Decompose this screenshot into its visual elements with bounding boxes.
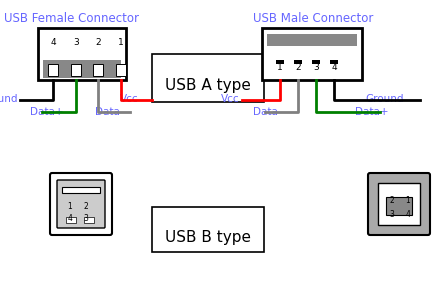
Text: 3: 3: [83, 214, 88, 223]
Text: USB Female Connector: USB Female Connector: [4, 12, 139, 25]
Text: 1: 1: [118, 38, 124, 47]
Text: 3: 3: [389, 210, 395, 219]
Bar: [294, 60, 302, 64]
Bar: [62, 187, 100, 193]
Text: USB A type: USB A type: [165, 78, 251, 93]
Bar: [330, 60, 338, 64]
Text: Data+: Data+: [355, 107, 388, 117]
Text: 1: 1: [68, 202, 73, 211]
Bar: [71, 64, 81, 76]
Text: USB Male Connector: USB Male Connector: [253, 12, 373, 25]
Text: Vcc: Vcc: [222, 94, 240, 104]
Text: 2: 2: [390, 196, 394, 205]
Text: 4: 4: [68, 214, 73, 223]
Text: 2: 2: [96, 38, 101, 47]
Bar: [48, 64, 58, 76]
Text: 3: 3: [73, 38, 79, 47]
Text: Data+: Data+: [30, 107, 63, 117]
Bar: [276, 60, 284, 64]
Bar: [152, 54, 264, 102]
Bar: [262, 28, 362, 80]
Bar: [94, 64, 103, 76]
Bar: [84, 217, 94, 223]
FancyBboxPatch shape: [50, 173, 112, 235]
Text: 1: 1: [406, 196, 410, 205]
Text: 3: 3: [313, 63, 319, 72]
Bar: [386, 197, 412, 215]
Text: 4: 4: [331, 63, 337, 72]
Bar: [152, 207, 264, 252]
Text: 2: 2: [83, 202, 88, 211]
Text: Data -: Data -: [95, 107, 127, 117]
Text: 4: 4: [50, 38, 56, 47]
Text: 4: 4: [406, 210, 410, 219]
Bar: [312, 60, 320, 64]
FancyBboxPatch shape: [368, 173, 430, 235]
Bar: [43, 30, 121, 60]
Text: Vcc: Vcc: [120, 94, 139, 104]
Text: 2: 2: [295, 63, 301, 72]
Text: Ground: Ground: [0, 94, 18, 104]
Text: Data -: Data -: [253, 107, 285, 117]
Bar: [267, 34, 357, 46]
Bar: [38, 28, 126, 80]
Bar: [66, 217, 76, 223]
Text: USB B type: USB B type: [165, 230, 251, 245]
Bar: [116, 64, 126, 76]
Text: Ground: Ground: [365, 94, 403, 104]
FancyBboxPatch shape: [57, 180, 105, 228]
Bar: [43, 60, 121, 78]
Text: 1: 1: [277, 63, 283, 72]
Bar: [378, 183, 420, 225]
